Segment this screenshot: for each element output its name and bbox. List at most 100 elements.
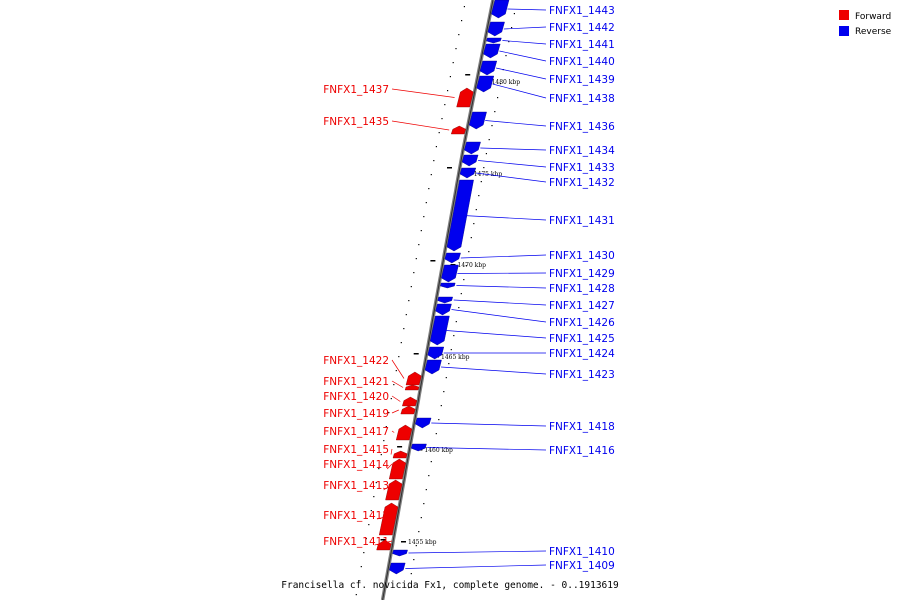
gene-reverse[interactable] xyxy=(429,315,450,346)
gene-label-forward[interactable]: FNFX1_1414 xyxy=(323,459,389,471)
gene-forward[interactable] xyxy=(402,396,418,407)
minor-tick xyxy=(475,209,477,211)
gene-reverse[interactable] xyxy=(487,21,505,37)
gene-label-forward[interactable]: FNFX1_1412 xyxy=(323,510,389,522)
gene-label-reverse[interactable]: FNFX1_1431 xyxy=(549,215,615,227)
gene-reverse[interactable] xyxy=(459,167,477,179)
gene-forward[interactable] xyxy=(456,87,474,108)
gene-reverse[interactable] xyxy=(435,303,452,316)
gene-reverse[interactable] xyxy=(444,252,461,264)
minor-tick xyxy=(480,181,482,183)
gene-label-reverse[interactable]: FNFX1_1425 xyxy=(549,333,615,345)
gene-label-forward[interactable]: FNFX1_1421 xyxy=(323,376,389,388)
minor-tick xyxy=(483,167,485,169)
gene-label-reverse[interactable]: FNFX1_1433 xyxy=(549,162,615,174)
minor-tick xyxy=(440,405,442,407)
gene-label-reverse[interactable]: FNFX1_1429 xyxy=(549,268,615,280)
gene-callout-line xyxy=(507,8,547,11)
minor-tick xyxy=(388,412,390,414)
major-tick xyxy=(430,260,436,262)
gene-label-reverse[interactable]: FNFX1_1418 xyxy=(549,421,615,433)
gene-reverse[interactable] xyxy=(441,264,459,283)
gene-label-forward[interactable]: FNFX1_1413 xyxy=(323,480,389,492)
gene-label-reverse[interactable]: FNFX1_1442 xyxy=(549,22,615,34)
gene-reverse[interactable] xyxy=(437,296,453,304)
gene-callout-line xyxy=(408,550,547,554)
gene-label-reverse[interactable]: FNFX1_1436 xyxy=(549,121,615,133)
legend-swatch-forward xyxy=(839,10,849,20)
gene-label-forward[interactable]: FNFX1_1417 xyxy=(323,426,389,438)
gene-reverse[interactable] xyxy=(440,282,456,289)
gene-label-reverse[interactable]: FNFX1_1438 xyxy=(549,93,615,105)
gene-forward[interactable] xyxy=(404,384,420,391)
gene-label-reverse[interactable]: FNFX1_1440 xyxy=(549,56,615,68)
gene-label-reverse[interactable]: FNFX1_1432 xyxy=(549,177,615,189)
gene-label-forward[interactable]: FNFX1_1435 xyxy=(323,116,389,128)
gene-reverse[interactable] xyxy=(446,179,474,252)
gene-forward[interactable] xyxy=(378,502,399,536)
gene-label-reverse[interactable]: FNFX1_1409 xyxy=(549,560,615,572)
gene-reverse[interactable] xyxy=(392,549,408,557)
gene-label-reverse[interactable]: FNFX1_1443 xyxy=(549,5,615,17)
gene-reverse[interactable] xyxy=(476,75,495,93)
gene-label-reverse[interactable]: FNFX1_1410 xyxy=(549,546,615,558)
gene-forward[interactable] xyxy=(395,424,413,441)
gene-reverse[interactable] xyxy=(424,359,442,375)
gene-label-reverse[interactable]: FNFX1_1428 xyxy=(549,283,615,295)
minor-tick xyxy=(380,454,382,456)
gene-label-reverse[interactable]: FNFX1_1423 xyxy=(549,369,615,381)
gene-reverse[interactable] xyxy=(479,60,498,76)
gene-forward[interactable] xyxy=(405,371,422,386)
legend-swatch-reverse xyxy=(839,26,849,36)
gene-label-forward[interactable]: FNFX1_1415 xyxy=(323,444,389,456)
gene-reverse[interactable] xyxy=(415,417,432,429)
minor-tick xyxy=(395,370,397,372)
gene-reverse[interactable] xyxy=(389,562,406,575)
minor-tick xyxy=(438,132,440,134)
gene-label-forward[interactable]: FNFX1_1420 xyxy=(323,391,389,403)
gene-reverse[interactable] xyxy=(461,154,479,167)
gene-forward[interactable] xyxy=(400,405,416,415)
gene-label-reverse[interactable]: FNFX1_1424 xyxy=(549,348,615,360)
gene-reverse[interactable] xyxy=(427,346,445,360)
minor-tick xyxy=(449,76,451,78)
minor-tick xyxy=(413,559,415,561)
minor-tick xyxy=(390,398,392,400)
gene-label-reverse[interactable]: FNFX1_1426 xyxy=(549,317,615,329)
gene-reverse[interactable] xyxy=(468,111,487,130)
gene-label-forward[interactable]: FNFX1_1411 xyxy=(323,536,389,548)
gene-reverse[interactable] xyxy=(491,0,510,19)
gene-reverse[interactable] xyxy=(410,443,427,452)
minor-tick xyxy=(408,587,410,589)
minor-tick xyxy=(400,342,402,344)
gene-label-reverse[interactable]: FNFX1_1416 xyxy=(549,445,615,457)
minor-tick xyxy=(447,90,449,92)
gene-label-forward[interactable]: FNFX1_1437 xyxy=(323,84,389,96)
minor-tick xyxy=(420,517,422,519)
gene-forward[interactable] xyxy=(385,479,403,501)
gene-callout-line xyxy=(460,254,547,259)
gene-reverse[interactable] xyxy=(483,43,501,59)
gene-callout-line xyxy=(480,147,547,151)
minor-tick xyxy=(398,356,400,358)
gene-label-reverse[interactable]: FNFX1_1434 xyxy=(549,145,615,157)
gene-label-reverse[interactable]: FNFX1_1427 xyxy=(549,300,615,312)
gene-label-reverse[interactable]: FNFX1_1439 xyxy=(549,74,615,86)
gene-callout-line xyxy=(374,540,393,546)
gene-reverse[interactable] xyxy=(464,141,481,155)
gene-label-reverse[interactable]: FNFX1_1441 xyxy=(549,39,615,51)
minor-tick xyxy=(410,573,412,575)
gene-forward[interactable] xyxy=(376,539,392,551)
gene-label-reverse[interactable]: FNFX1_1430 xyxy=(549,250,615,262)
gene-callout-line xyxy=(456,285,547,289)
gene-forward[interactable] xyxy=(388,458,407,480)
minor-tick xyxy=(455,321,457,323)
gene-forward[interactable] xyxy=(392,450,408,459)
gene-forward[interactable] xyxy=(450,125,467,135)
gene-reverse[interactable] xyxy=(486,37,502,44)
minor-tick xyxy=(494,111,496,113)
gene-callout-line xyxy=(383,484,393,491)
gene-label-forward[interactable]: FNFX1_1419 xyxy=(323,408,389,420)
gene-label-forward[interactable]: FNFX1_1422 xyxy=(323,355,389,367)
ruler-tick-label: 1465 kbp xyxy=(441,354,470,361)
